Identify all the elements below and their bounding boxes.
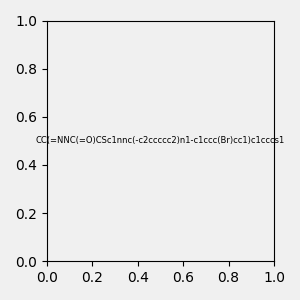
Text: CC(=NNC(=O)CSc1nnc(-c2ccccc2)n1-c1ccc(Br)cc1)c1cccs1: CC(=NNC(=O)CSc1nnc(-c2ccccc2)n1-c1ccc(Br… bbox=[36, 136, 285, 146]
